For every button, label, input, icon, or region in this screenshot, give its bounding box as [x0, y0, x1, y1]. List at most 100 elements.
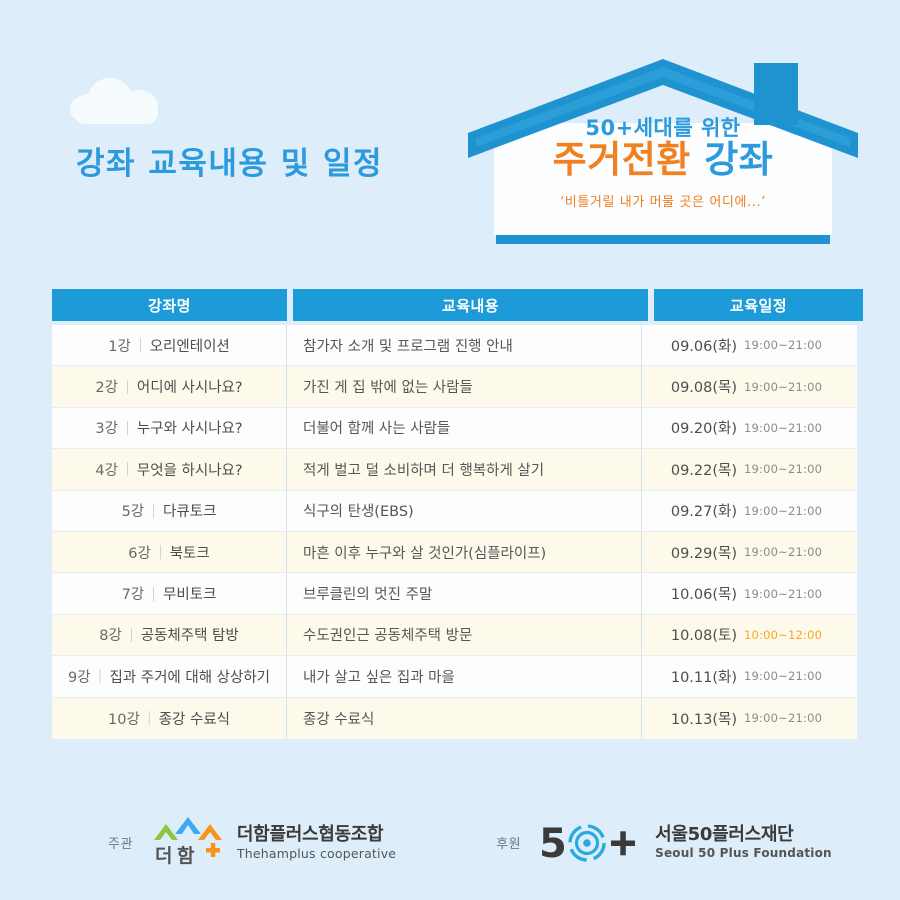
schedule-time: 19:00~21:00 [744, 545, 823, 560]
schedule-date: 09.22(목) [670, 462, 738, 479]
cell-course-schedule: 09.27(화) 19:00~21:00 [642, 491, 851, 531]
cell-course-schedule: 09.29(목) 19:00~21:00 [642, 532, 851, 572]
cell-separator: | [151, 502, 157, 519]
column-header-course-schedule: 교육일정 [654, 289, 863, 321]
table-row: 2강 | 어디에 사시나요? 가진 게 집 밖에 없는 사람들 09.08(목) 19:0… [52, 366, 857, 408]
sponsor-name-block: 서울50플러스재단 Seoul 50 Plus Foundation [655, 824, 832, 861]
schedule-time: 10:00~12:00 [744, 627, 823, 642]
page-title: 강좌 교육내용 및 일정 [76, 146, 384, 182]
cell-course-content: 적게 벌고 덜 소비하며 더 행복하게 살기 [287, 449, 642, 490]
seoul50plus-logo-icon: 5 [539, 821, 636, 866]
column-header-course-name: 강좌명 [52, 289, 287, 321]
cell-course-name: 1강 | 오리엔테이션 [52, 325, 287, 366]
cell-course-name: 7강 | 무비토크 [52, 573, 287, 614]
cell-course-schedule: 09.22(목) 19:00~21:00 [642, 449, 851, 489]
table-row: 6강 | 북토크 마흔 이후 누구와 살 것인가(심플라이프) 09.29(목) 19:0… [52, 531, 857, 574]
table-row: 3강 | 누구와 사시나요? 더불어 함께 사는 사람들 09.20(화) 19:00~2… [52, 407, 857, 450]
lesson-number: 2강 [95, 380, 118, 397]
cell-separator: | [146, 710, 152, 727]
cell-course-name: 3강 | 누구와 사시나요? [52, 407, 287, 449]
schedule-date: 09.27(화) [670, 504, 738, 521]
cell-course-schedule: 10.13(목) 19:00~21:00 [642, 698, 851, 739]
lesson-number: 3강 [95, 421, 118, 438]
banner-tagline: ‘비틀거릴 내가 머물 곳은 어디에...’ [560, 194, 766, 210]
sponsor-name-korean: 서울50플러스재단 [655, 824, 794, 846]
table-row: 4강 | 무엇을 하시나요? 적게 벌고 덜 소비하며 더 행복하게 살기 09.22(… [52, 449, 857, 491]
svg-text:더: 더 [155, 845, 172, 867]
banner-title-blue: 강좌 [704, 138, 774, 182]
schedule-time: 19:00~21:00 [744, 586, 823, 601]
cell-course-name: 9강 | 집과 주거에 대해 상상하기 [52, 656, 287, 697]
lesson-title: 무비토크 [163, 587, 217, 604]
footer-area: 주관 더 함 더함플러스협동조합 Thehamplus cooperative … [0, 795, 900, 890]
schedule-date: 10.08(토) [670, 628, 738, 645]
sponsor-kicker-label: 후원 [496, 837, 522, 852]
table-row: 8강 | 공동체주택 탐방 수도권인근 공동체주택 방문 10.08(토) 10:00~1… [52, 614, 857, 657]
schedule-date: 09.20(화) [670, 421, 738, 438]
cell-course-schedule: 10.11(화) 19:00~21:00 [642, 656, 851, 696]
cell-separator: | [125, 419, 130, 436]
cell-course-name: 8강 | 공동체주택 탐방 [52, 614, 287, 656]
schedule-time: 19:00~21:00 [744, 420, 823, 435]
lesson-title: 다큐토크 [163, 504, 217, 521]
cell-separator: | [128, 626, 134, 643]
lesson-title: 공동체주택 탐방 [140, 628, 239, 645]
table-row: 9강 | 집과 주거에 대해 상상하기 내가 살고 싶은 집과 마을 10.11(화) 1… [52, 656, 857, 698]
cell-course-name: 5강 | 다큐토크 [52, 490, 287, 531]
table-row: 1강 | 오리엔테이션 참가자 소개 및 프로그램 진행 안내 09.06(화) 19:0… [52, 325, 857, 367]
cloud-icon [70, 78, 162, 124]
cell-course-name: 10강 | 종강 수료식 [52, 697, 287, 739]
lesson-title: 종강 수료식 [158, 711, 230, 728]
lesson-number: 7강 [121, 587, 145, 604]
schedule-time: 19:00~21:00 [744, 711, 823, 726]
cell-separator: | [157, 544, 163, 561]
host-organization: 주관 더 함 더함플러스협동조합 Thehamplus cooperative [108, 812, 396, 874]
banner-subtitle-top: 50+세대를 위한 [585, 116, 741, 140]
schedule-date: 09.29(목) [670, 545, 738, 562]
lesson-title: 누구와 사시나요? [136, 421, 243, 438]
cell-course-schedule: 09.08(목) 19:00~21:00 [642, 366, 851, 406]
column-header-course-content: 교육내용 [293, 289, 648, 321]
lesson-title: 어디에 사시나요? [136, 380, 243, 397]
svg-text:함: 함 [177, 845, 195, 867]
host-name-korean: 더함플러스협동조합 [236, 823, 384, 845]
schedule-time: 19:00~21:00 [744, 338, 823, 353]
cell-separator: | [137, 337, 143, 354]
host-kicker-label: 주관 [108, 837, 133, 852]
cell-course-name: 2강 | 어디에 사시나요? [52, 366, 287, 407]
cell-course-content: 브루클린의 멋진 주말 [287, 573, 642, 614]
cell-separator: | [125, 378, 130, 395]
sponsor-name-english: Seoul 50 Plus Foundation [655, 846, 832, 861]
lesson-title: 집과 주거에 대해 상상하기 [109, 669, 271, 686]
table-row: 5강 | 다큐토크 식구의 탄생(EBS) 09.27(화) 19:00~21:00 [52, 490, 857, 532]
cell-course-name: 6강 | 북토크 [52, 531, 287, 573]
table-header-row: 강좌명 교육내용 교육일정 [52, 289, 863, 321]
cell-course-content: 가진 게 집 밖에 없는 사람들 [287, 366, 642, 407]
schedule-time: 19:00~21:00 [744, 503, 823, 518]
lesson-number: 4강 [95, 462, 118, 479]
schedule-date: 09.06(화) [670, 338, 738, 355]
lesson-number: 8강 [99, 628, 122, 645]
header-area: 강좌 교육내용 및 일정 50+세대를 위한 주거전환 강좌 ‘비틀거릴 내가 … [0, 0, 900, 265]
cell-course-content: 참가자 소개 및 프로그램 진행 안내 [287, 325, 642, 366]
schedule-date: 10.06(목) [670, 587, 738, 604]
table-body: 1강 | 오리엔테이션 참가자 소개 및 프로그램 진행 안내 09.06(화) 19:0… [52, 325, 857, 739]
cell-course-schedule: 10.06(목) 19:00~21:00 [642, 573, 851, 613]
schedule-date: 10.13(목) [670, 711, 738, 728]
cell-course-content: 종강 수료식 [287, 697, 642, 739]
table-row: 10강 | 종강 수료식 종강 수료식 10.13(목) 19:00~21:00 [52, 697, 857, 739]
cell-course-schedule: 10.08(토) 10:00~12:00 [642, 615, 851, 655]
table-row: 7강 | 무비토크 브루클린의 멋진 주말 10.06(목) 19:00~21:00 [52, 573, 857, 615]
lesson-title: 무엇을 하시나요? [136, 462, 243, 479]
banner-main-title: 주거전환 강좌 [468, 138, 858, 182]
cell-course-content: 식구의 탄생(EBS) [287, 490, 642, 531]
cell-separator: | [97, 668, 103, 685]
cell-separator: | [151, 585, 157, 602]
cell-course-content: 수도권인근 공동체주택 방문 [287, 614, 642, 656]
thehamplus-roof-logo-icon: 더 함 [153, 816, 222, 867]
lesson-number: 6강 [128, 545, 151, 562]
lesson-title: 오리엔테이션 [149, 338, 230, 355]
lesson-number: 9강 [67, 669, 91, 686]
svg-text:5: 5 [539, 821, 567, 866]
cell-separator: | [125, 461, 130, 478]
